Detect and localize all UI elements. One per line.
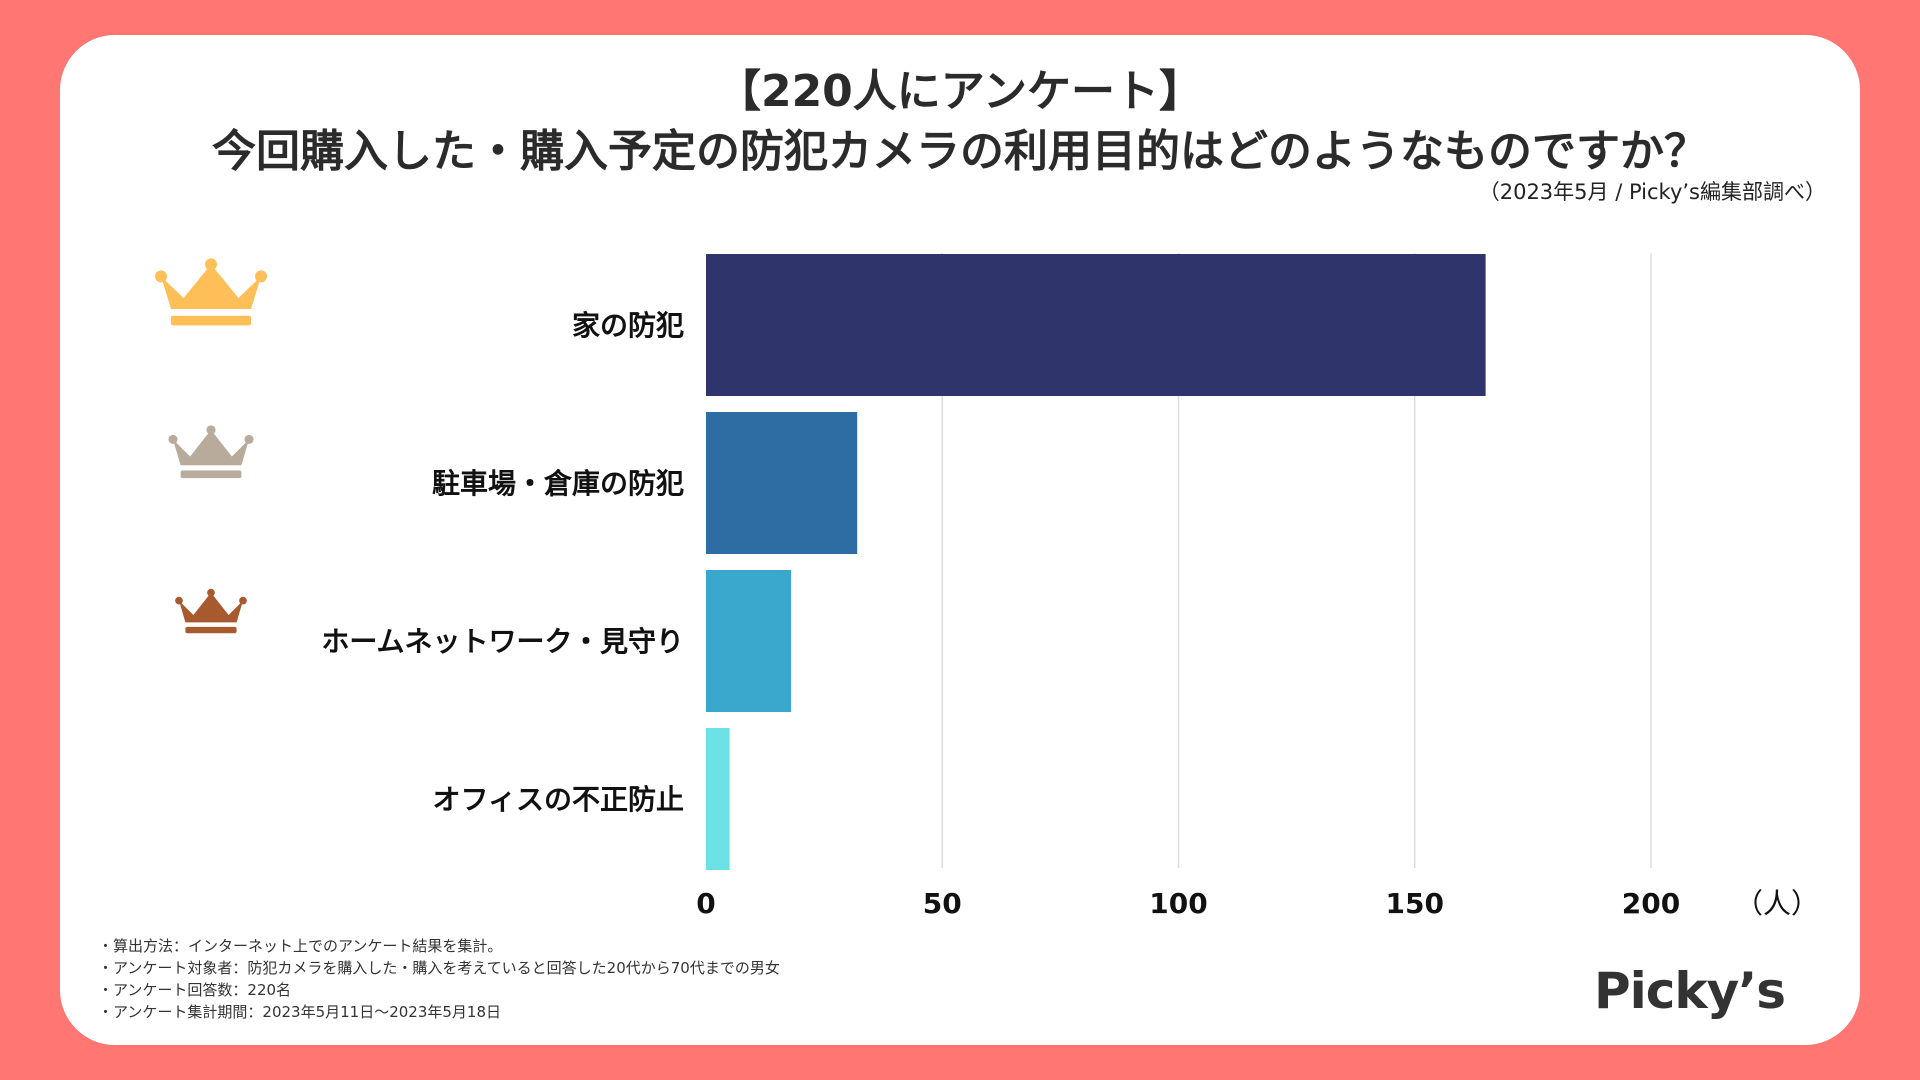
crown-gold-icon	[155, 258, 267, 326]
brand-logo: Picky’s	[1593, 962, 1786, 1020]
category-label: 駐車場・倉庫の防犯	[432, 467, 684, 500]
x-tick-label: 200	[1622, 887, 1680, 920]
note-count: ・アンケート回答数：220名	[98, 981, 292, 999]
x-tick-label: 0	[696, 887, 715, 920]
survey-notes: ・算出方法：インターネット上でのアンケート結果を集計。 ・アンケート対象者：防犯…	[98, 935, 780, 1023]
bar	[706, 254, 1486, 396]
chart-source: （2023年5月 / Picky’s編集部調べ）	[1478, 180, 1826, 204]
bar	[706, 570, 792, 712]
note-method: ・算出方法：インターネット上でのアンケート結果を集計。	[98, 937, 503, 955]
chart-card	[60, 35, 1860, 1045]
crown-bronze-icon	[175, 588, 247, 634]
chart-title-line2: 今回購入した・購入予定の防犯カメラの利用目的はどのようなものですか？	[212, 126, 1708, 177]
category-label: 家の防犯	[572, 309, 684, 342]
crown-silver-icon	[168, 425, 254, 479]
x-tick-label: 50	[923, 887, 962, 920]
note-period: ・アンケート集計期間：2023年5月11日〜2023年5月18日	[98, 1003, 502, 1021]
category-label: ホームネットワーク・見守り	[321, 625, 684, 658]
bar	[706, 728, 730, 870]
x-tick-label: 150	[1386, 887, 1444, 920]
x-tick-label: 100	[1149, 887, 1207, 920]
bar	[706, 412, 858, 554]
x-axis-unit: （人）	[1735, 887, 1819, 920]
note-target: ・アンケート対象者：防犯カメラを購入した・購入を考えていると回答した20代から7…	[98, 959, 780, 977]
chart-title-line1: 【220人にアンケート】	[716, 66, 1204, 117]
category-label: オフィスの不正防止	[433, 783, 684, 816]
